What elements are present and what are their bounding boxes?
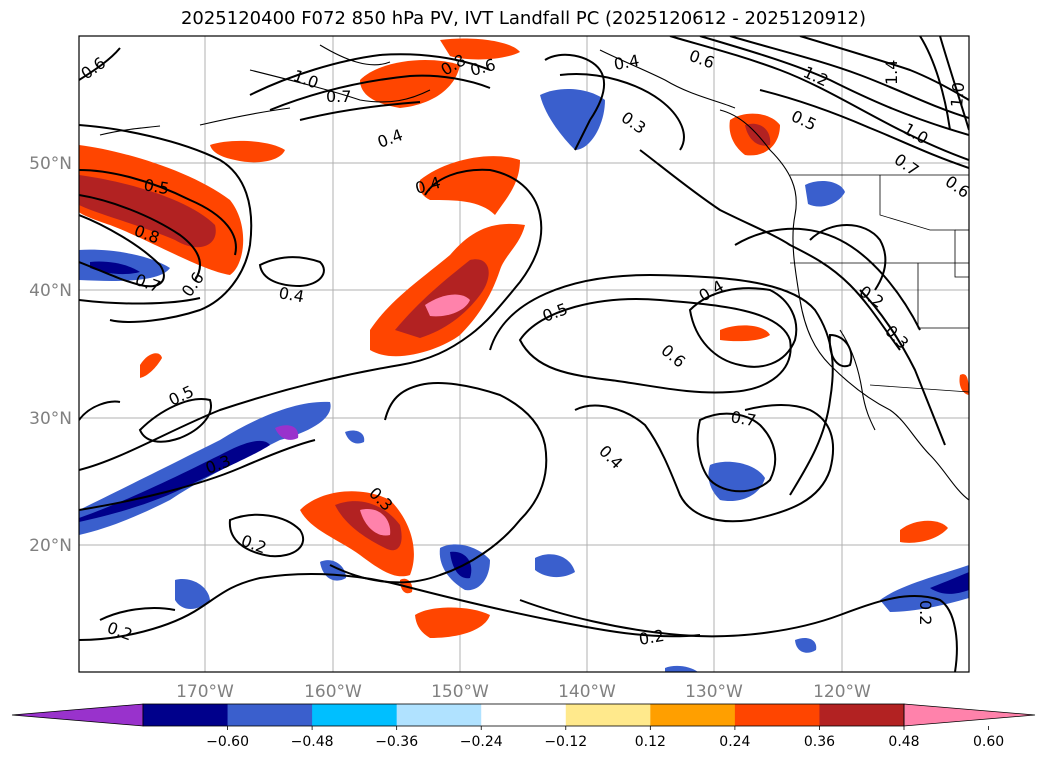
longitude-label: 120°W [813, 682, 871, 702]
pv-contours [79, 36, 969, 672]
colorbar-tick-label: 0.24 [719, 734, 750, 750]
contour-label: 1.4 [882, 60, 901, 85]
latitude-label: 20°N [29, 536, 72, 556]
colorbar-tick-label: −0.36 [375, 734, 418, 750]
colorbar-ticks: −0.60 −0.48 −0.36 −0.24 −0.12 0.12 0.24 0.36 0.4… [206, 726, 1004, 750]
colorbar-segment [734, 704, 820, 726]
colorbar-segment [396, 704, 482, 726]
longitude-label: 140°W [558, 682, 616, 702]
negative-pv-shading [79, 88, 969, 672]
longitude-label: 150°W [431, 682, 489, 702]
colorbar-segment [481, 704, 567, 726]
latitude-label: 50°N [29, 154, 72, 174]
longitude-axis: 170°W 160°W 150°W 140°W 130°W 120°W [176, 682, 871, 702]
contour-label: 0.4 [612, 51, 640, 74]
contour-label: 0.5 [142, 175, 170, 198]
latitude-label: 40°N [29, 281, 72, 301]
map-background [79, 36, 969, 672]
colorbar-max-extension [903, 703, 1036, 727]
colorbar-tick-label: 0.12 [635, 734, 666, 750]
colorbar-tick-label: −0.48 [291, 734, 334, 750]
longitude-label: 130°W [685, 682, 743, 702]
colorbar-segment [565, 704, 651, 726]
colorbar-tick-label: 0.48 [888, 734, 919, 750]
contour-label: 1.0 [947, 81, 968, 108]
colorbar-tick-label: 0.36 [804, 734, 835, 750]
colorbar-tick-label: −0.12 [544, 734, 587, 750]
longitude-label: 170°W [176, 682, 234, 702]
colorbar-tick-label: 0.60 [973, 734, 1004, 750]
coastlines [99, 44, 969, 501]
latitude-label: 30°N [29, 409, 72, 429]
contour-label: 0.7 [729, 407, 757, 430]
political-borders [790, 174, 969, 393]
colorbar [11, 703, 1036, 727]
colorbar-segment [312, 704, 398, 726]
colorbar-segment [819, 704, 905, 726]
colorbar-segment [650, 704, 736, 726]
colorbar-segment [227, 704, 313, 726]
latitude-axis: 50°N 40°N 30°N 20°N [29, 154, 72, 556]
contour-label: 0.7 [326, 87, 351, 106]
colorbar-min-extension [11, 703, 144, 727]
colorbar-tick-label: −0.60 [206, 734, 249, 750]
longitude-label: 160°W [304, 682, 362, 702]
map-frame [78, 35, 970, 673]
colorbar-tick-label: −0.24 [460, 734, 503, 750]
colorbar-frame [142, 703, 905, 727]
contour-label: 0.2 [637, 626, 665, 649]
map-title: 2025120400 F072 850 hPa PV, IVT Landfall… [180, 8, 867, 29]
contour-label: 0.4 [277, 283, 305, 306]
contour-label: 0.2 [916, 600, 935, 625]
colorbar-segment [143, 704, 229, 726]
